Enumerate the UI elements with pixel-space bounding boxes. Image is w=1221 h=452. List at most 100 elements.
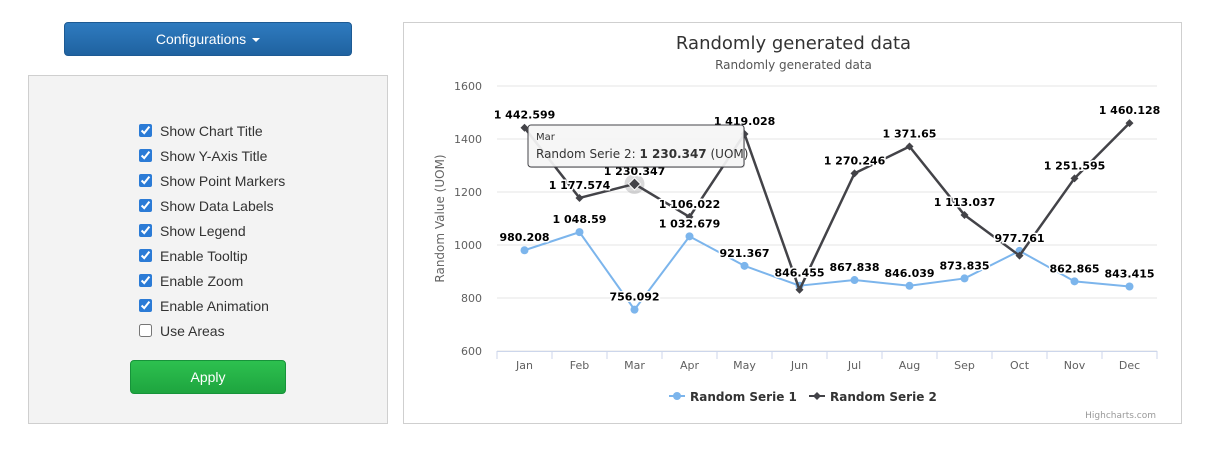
option-item[interactable]: Show Legend — [139, 218, 285, 243]
legend-marker — [813, 392, 821, 400]
chart-subtitle: Randomly generated data — [715, 58, 872, 72]
data-point — [850, 169, 859, 178]
x-tick-label: May — [733, 359, 756, 372]
option-item[interactable]: Enable Animation — [139, 293, 285, 318]
data-point — [795, 285, 804, 294]
y-tick-label: 1000 — [454, 239, 482, 252]
x-tick-label: Mar — [624, 359, 645, 372]
option-label: Show Chart Title — [160, 122, 263, 139]
data-label: 1 251.595 — [1044, 159, 1106, 172]
x-tick-label: Dec — [1119, 359, 1140, 372]
data-label: 1 048.59 — [553, 213, 607, 226]
x-tick-label: Feb — [570, 359, 589, 372]
data-point — [685, 212, 694, 221]
x-tick-label: Apr — [680, 359, 700, 372]
data-point — [1070, 277, 1079, 286]
option-checkbox[interactable] — [139, 299, 152, 312]
option-checkbox[interactable] — [139, 324, 152, 337]
option-checkbox[interactable] — [139, 224, 152, 237]
legend-item: Random Serie 1 — [690, 390, 797, 404]
data-point — [905, 281, 914, 290]
x-tick-label: Nov — [1064, 359, 1086, 372]
option-item[interactable]: Show Data Labels — [139, 193, 285, 218]
option-item[interactable]: Enable Zoom — [139, 268, 285, 293]
data-label: 1 032.679 — [659, 217, 721, 230]
data-point — [630, 305, 639, 314]
x-tick-label: Sep — [954, 359, 975, 372]
apply-button[interactable]: Apply — [130, 360, 286, 394]
tooltip-box — [527, 124, 745, 168]
x-tick-label: Oct — [1010, 359, 1030, 372]
data-point — [685, 232, 694, 241]
y-tick-label: 1600 — [454, 80, 482, 93]
option-item[interactable]: Use Areas — [139, 318, 285, 343]
data-point — [627, 177, 642, 191]
option-label: Show Point Markers — [160, 172, 286, 189]
data-point — [740, 261, 749, 270]
data-point — [575, 228, 584, 237]
data-label: 1 371.65 — [883, 128, 937, 141]
option-checkbox[interactable] — [139, 149, 152, 162]
tooltip-series-name: Random Serie 2 — [536, 147, 632, 161]
option-checkbox[interactable] — [139, 249, 152, 262]
option-item[interactable]: Show Point Markers — [139, 168, 285, 193]
option-label: Show Data Labels — [160, 197, 274, 214]
option-checkbox[interactable] — [139, 199, 152, 212]
y-tick-label: 800 — [461, 292, 482, 305]
option-item[interactable]: Show Y-Axis Title — [139, 143, 285, 168]
option-item[interactable]: Show Chart Title — [139, 118, 285, 143]
y-axis-title: Random Value (UOM) — [433, 154, 447, 282]
line-chart: Randomly generated data Randomly generate… — [433, 33, 1162, 421]
data-label: 843.415 — [1104, 267, 1154, 280]
data-point — [1125, 119, 1134, 128]
option-checkbox[interactable] — [139, 274, 152, 287]
data-point — [520, 246, 529, 255]
data-label: 873.835 — [939, 259, 989, 272]
data-point — [1015, 251, 1024, 260]
options-list: Show Chart Title Show Y-Axis Title Show Po… — [139, 118, 285, 343]
option-checkbox[interactable] — [139, 174, 152, 187]
y-tick-label: 1400 — [454, 133, 482, 146]
option-label: Use Areas — [160, 322, 225, 339]
data-label: 1 113.037 — [934, 196, 996, 209]
chart-title: Randomly generated data — [676, 33, 911, 54]
tooltip-value: 1 230.347 — [639, 147, 706, 161]
data-label: 1 460.128 — [1099, 104, 1161, 117]
x-tick-label: Jun — [790, 359, 808, 372]
legend-marker — [673, 392, 681, 400]
configurations-label: Configurations — [155, 31, 247, 47]
y-tick-label: 600 — [461, 345, 482, 358]
data-label: 1 442.599 — [494, 109, 556, 122]
x-tick-label: Jul — [847, 359, 861, 372]
configurations-dropdown-button[interactable]: Configurations — [64, 22, 352, 56]
data-label: 1 270.246 — [824, 154, 886, 167]
data-point — [575, 193, 584, 202]
x-tick-label: Aug — [899, 359, 920, 372]
option-checkbox[interactable] — [139, 124, 152, 137]
option-label: Show Legend — [160, 222, 246, 239]
data-label: 1 177.574 — [549, 179, 611, 192]
data-label: 1 106.022 — [659, 198, 721, 211]
chart-container: Randomly generated data Randomly generate… — [403, 22, 1182, 424]
series-line — [524, 231, 1130, 311]
data-point — [520, 123, 529, 132]
data-label: 846.039 — [884, 267, 934, 280]
caret-down-icon — [252, 38, 261, 42]
y-tick-label: 1200 — [454, 186, 482, 199]
data-label: 977.761 — [994, 232, 1044, 245]
tooltip-separator: : — [632, 147, 640, 161]
data-point — [850, 276, 859, 285]
data-label: 756.092 — [609, 291, 659, 304]
data-label: 921.367 — [719, 247, 769, 260]
option-item[interactable]: Enable Tooltip — [139, 243, 285, 268]
option-label: Enable Tooltip — [160, 247, 248, 264]
data-point — [1125, 282, 1134, 291]
tooltip-value-line: Random Serie 2: 1 230.347 (UOM) — [536, 147, 748, 161]
data-label: 846.455 — [774, 267, 824, 280]
data-point — [960, 211, 969, 220]
data-label: 867.838 — [829, 261, 879, 274]
data-point — [905, 142, 914, 151]
option-label: Show Y-Axis Title — [160, 147, 268, 164]
data-label: 862.865 — [1049, 262, 1099, 275]
x-tick-label: Jan — [515, 359, 533, 372]
